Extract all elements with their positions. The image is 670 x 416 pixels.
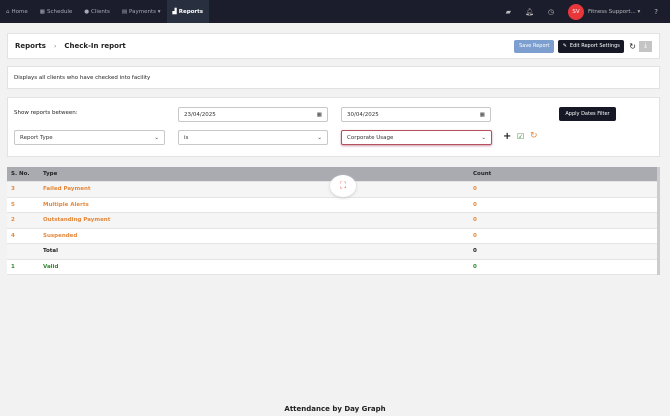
nav-clients[interactable]: ● Clients — [84, 8, 110, 15]
page-title: Check-In report — [64, 42, 126, 50]
nav-reports[interactable]: ▟ Reports — [166, 0, 210, 23]
operator-select[interactable]: is ⌄ — [178, 130, 328, 145]
start-date-input[interactable]: 23/04/2025 ▦ — [178, 107, 328, 122]
chat-icon[interactable]: ▰ — [505, 7, 511, 16]
cell-count: 0 — [473, 232, 477, 239]
nav-home[interactable]: ⌂ Home — [6, 8, 28, 15]
cell-count: 0 — [473, 248, 477, 255]
chevron-down-icon: ⌄ — [154, 134, 159, 141]
calendar-icon: ▦ — [39, 8, 45, 15]
report-description: Displays all clients who have checked in… — [7, 66, 660, 89]
col-count[interactable]: Count — [473, 171, 492, 177]
home-icon: ⌂ — [6, 8, 10, 15]
user-icon: ● — [84, 8, 90, 15]
refresh-icon[interactable]: ↻ — [629, 41, 636, 51]
plus-icon[interactable]: + — [503, 131, 512, 142]
cell-count: 0 — [473, 217, 477, 224]
chart-icon: ▟ — [172, 8, 177, 15]
download-button[interactable]: ⤓ — [639, 40, 652, 52]
save-report-button[interactable]: Save Report — [514, 39, 555, 53]
table-row: 4 Suspended 0 — [7, 229, 657, 244]
reset-icon[interactable]: ↻ — [530, 131, 538, 141]
cell-type: Total — [43, 248, 59, 255]
user-menu[interactable]: Fitness Support... ▾ — [587, 8, 641, 15]
chevron-down-icon: ⌄ — [317, 134, 322, 141]
nav-schedule[interactable]: ▦ Schedule — [39, 8, 73, 15]
col-sno[interactable]: S. No. — [11, 171, 30, 177]
table-row: 5 Multiple Alerts 0 — [7, 198, 657, 213]
cell-type: Multiple Alerts — [43, 201, 89, 208]
end-date-input[interactable]: 30/04/2025 ▦ — [341, 107, 491, 122]
calendar-icon[interactable]: ▦ — [479, 111, 485, 118]
pencil-icon: ✎ — [562, 43, 567, 49]
chevron-right-icon: › — [53, 42, 57, 50]
cell-type: Valid — [43, 263, 59, 270]
calendar-icon[interactable]: ▦ — [316, 111, 322, 118]
top-nav: ⌂ Home ▦ Schedule ● Clients ▤ Payments ▾ ▟ Re… — [0, 0, 670, 23]
cell-sno: 5 — [11, 201, 15, 208]
table-row: Total 0 — [7, 244, 657, 260]
cell-type: Suspended — [43, 232, 78, 239]
avatar[interactable]: SV — [567, 3, 584, 20]
loading-icon: ⛶ — [330, 175, 356, 197]
clock-icon[interactable]: ◷ — [547, 7, 554, 16]
cell-type: Failed Payment — [43, 186, 91, 193]
table-row: 1 Valid 0 — [7, 260, 657, 275]
report-header: Reports › Check-In report Save Report ✎ E… — [7, 33, 660, 59]
cell-count: 0 — [473, 263, 477, 270]
cell-count: 0 — [473, 201, 477, 208]
cell-sno: 3 — [11, 186, 15, 193]
cell-type: Outstanding Payment — [43, 217, 111, 224]
report-field-select[interactable]: Report Type ⌄ — [14, 130, 165, 145]
edit-report-settings-button[interactable]: ✎ Edit Report Settings — [558, 39, 625, 53]
cell-sno: 1 — [11, 263, 15, 270]
help-icon[interactable]: ? — [654, 7, 658, 16]
nav-payments[interactable]: ▤ Payments ▾ — [121, 8, 161, 15]
cell-sno: 2 — [11, 217, 15, 224]
col-type[interactable]: Type — [43, 171, 58, 177]
cell-sno: 4 — [11, 232, 15, 239]
table-row: 2 Outstanding Payment 0 — [7, 213, 657, 229]
apply-dates-filter-button[interactable]: Apply Dates Filter — [559, 107, 616, 121]
bell-icon[interactable]: 🔔︎ — [524, 7, 534, 16]
graph-title: Attendance by Day Graph — [284, 405, 386, 413]
payments-icon: ▤ — [121, 8, 128, 15]
date-range-label: Show reports between: — [14, 110, 78, 116]
scrollbar[interactable] — [657, 167, 660, 275]
breadcrumb-reports[interactable]: Reports — [15, 42, 46, 50]
value-select[interactable]: Corporate Usage ⌄ — [341, 130, 492, 145]
cell-count: 0 — [473, 186, 477, 193]
filter-panel: Show reports between: 23/04/2025 ▦ 30/04/… — [7, 97, 660, 157]
chevron-down-icon: ⌄ — [481, 134, 486, 141]
check-icon[interactable]: ☑ — [517, 132, 525, 141]
